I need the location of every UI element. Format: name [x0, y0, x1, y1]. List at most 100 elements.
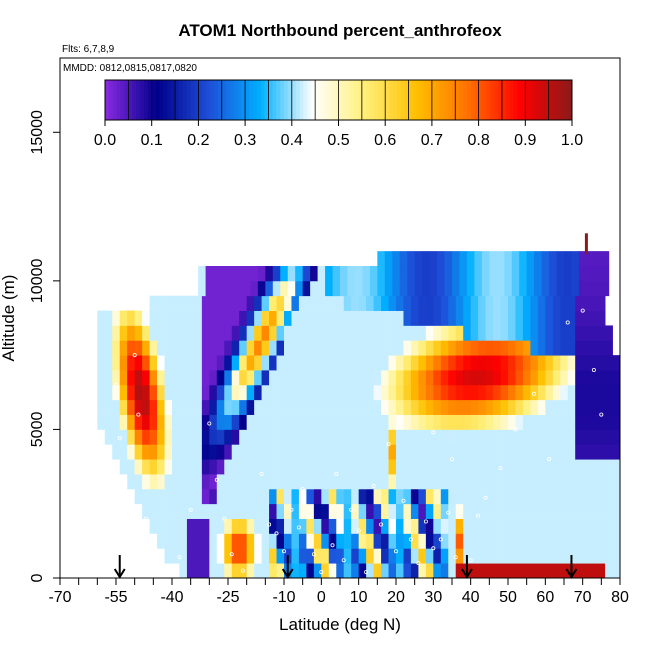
heatmap-cell — [440, 518, 449, 534]
heatmap-cell — [179, 488, 188, 505]
heatmap-cell — [235, 280, 244, 297]
heatmap-cell — [508, 444, 516, 460]
heatmap-cell — [306, 340, 315, 356]
heatmap-cell — [261, 548, 270, 564]
colorbar-swatch — [517, 80, 522, 120]
heatmap-cell — [261, 429, 270, 445]
heatmap-cell — [545, 325, 554, 341]
heatmap-cell — [448, 384, 457, 401]
heatmap-cell — [590, 518, 598, 534]
heatmap-cell — [425, 518, 434, 534]
heatmap-cell — [537, 533, 546, 549]
heatmap-cell — [209, 355, 218, 371]
heatmap-cell — [407, 251, 416, 267]
heatmap-cell — [440, 325, 449, 341]
heatmap-cell — [127, 340, 136, 356]
heatmap-cell — [269, 548, 277, 564]
heatmap-cell — [284, 340, 292, 356]
heatmap-cell — [358, 563, 367, 579]
heatmap-cell — [440, 384, 449, 401]
heatmap-cell — [179, 325, 188, 341]
heatmap-cell — [564, 280, 572, 297]
heatmap-cell — [209, 518, 218, 534]
heatmap-cell — [377, 280, 386, 297]
heatmap-cell — [582, 325, 591, 341]
heatmap-cell — [455, 444, 464, 460]
heatmap-cell — [582, 459, 591, 475]
latitude-arrow — [281, 555, 294, 579]
heatmap-cell — [284, 355, 292, 371]
heatmap-cell — [366, 459, 374, 475]
heatmap-cell — [500, 548, 509, 564]
heatmap-cell — [597, 355, 606, 371]
heatmap-cell — [209, 384, 218, 401]
heatmap-cell — [186, 325, 195, 341]
colorbar-swatch — [229, 80, 234, 120]
heatmap-cell — [537, 384, 546, 401]
heatmap-cell — [201, 429, 210, 445]
heatmap-cell — [284, 429, 292, 445]
heatmap-cell — [381, 384, 389, 401]
heatmap-cell — [201, 355, 210, 371]
heatmap-cell — [493, 474, 501, 490]
heatmap-cell — [605, 399, 613, 415]
heatmap-cell — [298, 384, 307, 401]
heatmap-cell — [396, 429, 404, 445]
heatmap-cell — [552, 384, 561, 401]
heatmap-cell — [172, 325, 180, 341]
heatmap-cell — [508, 459, 516, 475]
heatmap-cell — [336, 563, 345, 579]
heatmap-cell — [119, 310, 128, 326]
heatmap-cell — [291, 370, 300, 386]
heatmap-cell — [396, 370, 404, 386]
heatmap-cell — [455, 503, 464, 519]
heatmap-cell — [522, 459, 531, 475]
colorbar-swatch — [486, 80, 491, 120]
heatmap-cell — [358, 325, 367, 341]
heatmap-cell — [410, 370, 419, 386]
heatmap-cell — [291, 310, 300, 326]
colorbar-swatch — [147, 80, 153, 120]
heatmap-cell — [228, 280, 236, 297]
heatmap-cell — [276, 563, 285, 579]
heatmap-cell — [313, 518, 322, 534]
heatmap-cell — [186, 488, 195, 505]
heatmap-cell — [440, 340, 449, 356]
heatmap-cell — [231, 488, 240, 505]
heatmap-cell — [381, 295, 389, 311]
heatmap-cell — [306, 474, 315, 490]
heatmap-cell — [567, 444, 576, 460]
heatmap-cell — [567, 340, 576, 356]
heatmap-cell — [313, 459, 322, 475]
heatmap-cell — [582, 399, 591, 415]
sample-point — [319, 570, 324, 575]
heatmap-cell — [186, 518, 195, 534]
heatmap-cell — [537, 340, 546, 356]
heatmap-cell — [291, 474, 300, 490]
heatmap-cell — [276, 310, 285, 326]
heatmap-cell — [388, 474, 397, 490]
heatmap-cell — [358, 429, 367, 445]
heatmap-cell — [425, 384, 434, 401]
heatmap-cell — [321, 370, 330, 386]
heatmap-cell — [261, 503, 270, 519]
heatmap-cell — [276, 474, 285, 490]
heatmap-cell — [366, 548, 374, 564]
heatmap-cell — [560, 310, 569, 326]
heatmap-cell — [336, 459, 345, 475]
heatmap-cell — [414, 266, 423, 282]
heatmap-cell — [235, 266, 244, 282]
heatmap-cell — [254, 429, 262, 445]
heatmap-cell — [552, 370, 561, 386]
heatmap-cell — [254, 340, 262, 356]
heatmap-cell — [201, 474, 210, 490]
heatmap-cell — [328, 488, 337, 505]
heatmap-cell — [407, 266, 416, 282]
heatmap-cell — [157, 488, 165, 505]
heatmap-cell — [440, 503, 449, 519]
heatmap-cell — [142, 429, 150, 445]
heatmap-cell — [97, 384, 106, 401]
colorbar-swatch — [474, 80, 480, 120]
heatmap-cell — [522, 548, 531, 564]
heatmap-cell — [410, 414, 419, 430]
